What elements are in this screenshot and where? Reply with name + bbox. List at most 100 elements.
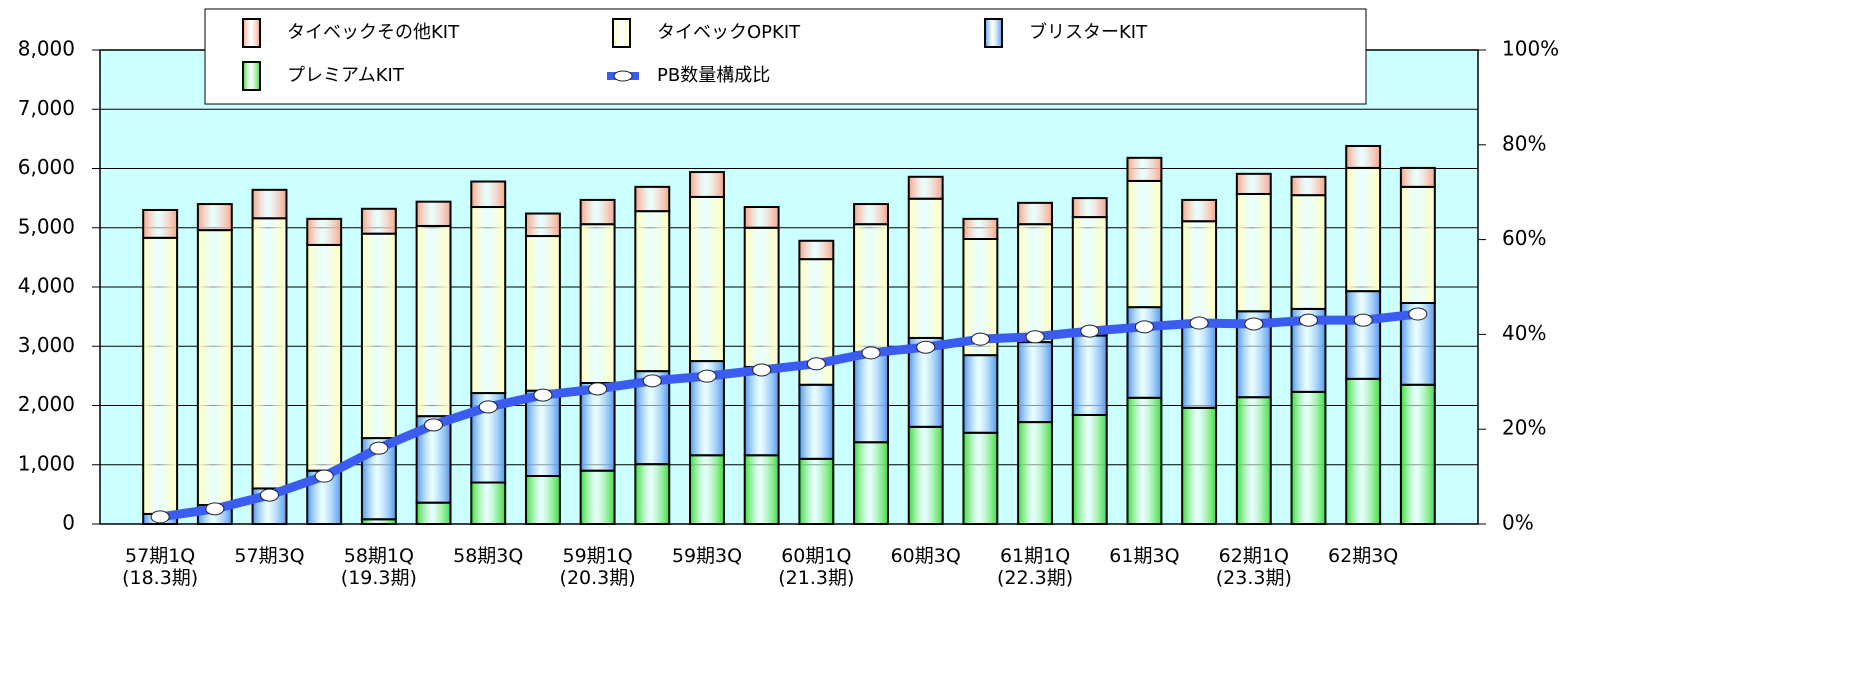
bar-segment xyxy=(415,200,452,227)
bar-segment xyxy=(798,239,835,261)
bar-segment xyxy=(196,229,233,507)
x-tick-label: 61期3Q xyxy=(1109,545,1180,567)
bar-segment xyxy=(1126,396,1163,525)
bar-segment xyxy=(853,351,889,444)
bar-segment xyxy=(1071,334,1108,416)
line-marker xyxy=(588,382,608,396)
line-marker xyxy=(1353,313,1373,327)
y-tick-label: 7,000 xyxy=(18,96,75,120)
bar-segment xyxy=(1345,377,1382,525)
bar-segment xyxy=(524,389,561,478)
x-tick-label: 57期1Q (18.3期) xyxy=(122,545,199,589)
x-tick-label: 59期3Q xyxy=(671,545,743,567)
line-marker xyxy=(1189,316,1209,330)
legend-label: プレミアムKIT xyxy=(287,65,405,86)
bar-segment xyxy=(1290,175,1327,197)
bar-segment xyxy=(196,203,233,232)
legend-label: PB数量構成比 xyxy=(657,65,770,86)
line-marker xyxy=(150,510,170,524)
bar-segment xyxy=(743,206,780,229)
line-marker xyxy=(1408,307,1428,321)
bar-segment xyxy=(1345,290,1382,380)
bar-segment xyxy=(1017,223,1054,344)
x-tick-label: 58期3Q xyxy=(453,545,524,567)
line-marker xyxy=(314,469,334,483)
line-marker xyxy=(1244,317,1264,331)
bar-segment xyxy=(907,197,944,339)
line-marker xyxy=(533,388,553,402)
y-tick-label: 6,000 xyxy=(18,155,75,179)
bar-segment xyxy=(1071,413,1108,526)
line-marker xyxy=(1134,320,1154,334)
bar-segment xyxy=(1071,197,1108,219)
y2-tick-label: 0% xyxy=(1502,511,1534,535)
x-tick-label: 60期1Q (21.3期) xyxy=(778,545,855,589)
bar-segment xyxy=(470,206,507,395)
line-marker xyxy=(369,441,389,455)
bar-segment xyxy=(1290,390,1327,525)
bar-segment xyxy=(142,236,179,515)
bar-segment xyxy=(962,431,999,526)
x-tick-label: 62期1Q (23.3期) xyxy=(1215,545,1292,589)
bar-segment xyxy=(962,354,999,434)
bar-segment xyxy=(1290,194,1327,310)
bar-segment xyxy=(470,180,507,209)
y-tick-label: 2,000 xyxy=(18,392,75,416)
line-marker xyxy=(861,346,881,360)
legend-label: タイベックその他KIT xyxy=(287,22,460,43)
line-marker xyxy=(1025,330,1045,344)
bar-segment xyxy=(1235,396,1272,525)
bar-segment xyxy=(415,501,452,526)
bar-segment xyxy=(360,207,397,235)
line-marker xyxy=(916,340,936,354)
legend-swatch xyxy=(984,18,1003,48)
bar-segment xyxy=(1399,185,1436,304)
bar-segment xyxy=(907,175,944,200)
line-marker xyxy=(1298,313,1318,327)
bar-segment xyxy=(579,381,616,472)
y2-tick-label: 60% xyxy=(1502,226,1546,250)
bar-segment xyxy=(689,195,725,363)
x-tick-label: 60期3Q xyxy=(890,545,961,567)
line-marker xyxy=(424,418,444,432)
bar-segment xyxy=(634,185,671,213)
y-tick-label: 8,000 xyxy=(18,37,75,61)
legend-swatch xyxy=(242,18,261,48)
legend-marker xyxy=(613,70,633,82)
bar-segment xyxy=(1181,220,1218,324)
y2-tick-label: 40% xyxy=(1502,321,1546,345)
bar-segment xyxy=(1181,406,1218,525)
bar-segment xyxy=(907,425,944,525)
line-marker xyxy=(970,332,990,346)
y-tick-label: 3,000 xyxy=(18,333,75,357)
bar-segment xyxy=(306,217,343,246)
legend-swatch xyxy=(612,18,631,48)
bar-segment xyxy=(1345,144,1382,169)
bar-segment xyxy=(1235,172,1272,195)
bar-segment xyxy=(853,203,889,226)
bar-segment xyxy=(689,171,725,198)
line-marker xyxy=(1080,324,1100,338)
legend-label: ブリスターKIT xyxy=(1029,21,1148,43)
bar-segment xyxy=(251,188,288,220)
bar-segment xyxy=(470,481,507,525)
bar-segment xyxy=(1399,166,1436,188)
bar-segment xyxy=(306,243,343,472)
bar-segment xyxy=(743,226,780,368)
legend xyxy=(204,8,1367,105)
x-tick-label: 62期3Q xyxy=(1328,545,1399,567)
bar-segment xyxy=(360,232,397,440)
bar-segment xyxy=(798,383,835,460)
bar-segment xyxy=(524,235,561,392)
bar-segment xyxy=(1071,216,1108,337)
legend-swatch xyxy=(242,61,261,91)
legend-label: タイベックOPKIT xyxy=(657,22,801,43)
bar-segment xyxy=(1126,156,1163,182)
bar-segment xyxy=(524,475,561,526)
x-tick-label: 59期1Q (20.3期) xyxy=(559,545,636,589)
bar-segment xyxy=(1017,341,1054,424)
bar-segment xyxy=(579,198,616,226)
line-marker xyxy=(478,400,498,414)
x-tick-label: 58期1Q (19.3期) xyxy=(340,545,417,589)
x-tick-label: 61期1Q (22.3期) xyxy=(996,545,1074,589)
